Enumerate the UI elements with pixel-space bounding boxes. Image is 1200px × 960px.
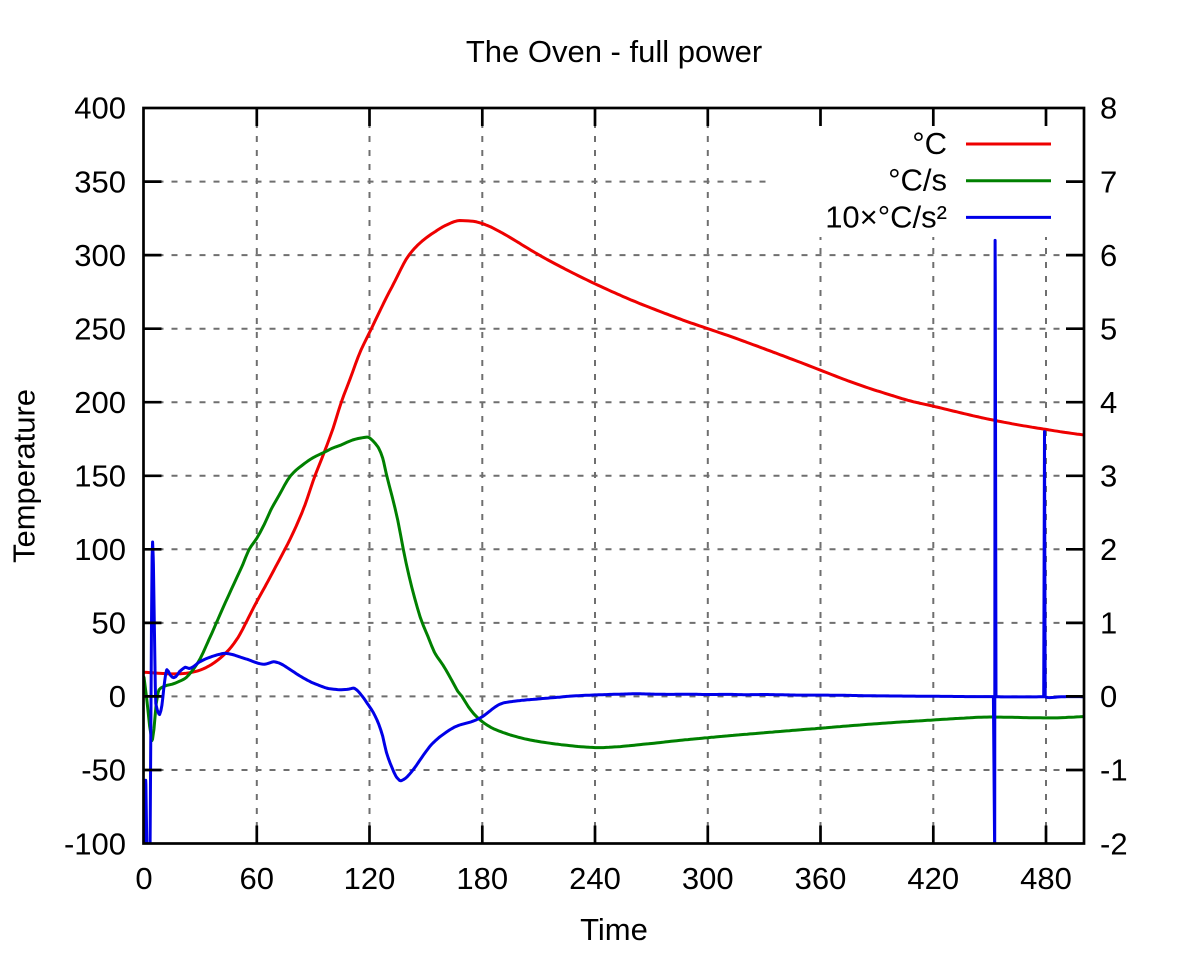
svg-text:-2: -2 [1100, 826, 1128, 861]
svg-text:-1: -1 [1100, 753, 1128, 788]
svg-text:120: 120 [344, 861, 396, 896]
svg-text:50: 50 [92, 606, 126, 641]
svg-text:60: 60 [240, 861, 274, 896]
svg-text:1: 1 [1100, 606, 1117, 641]
svg-text:350: 350 [74, 164, 126, 199]
svg-text:-50: -50 [81, 753, 126, 788]
svg-text:2: 2 [1100, 532, 1117, 567]
svg-text:250: 250 [74, 311, 126, 346]
svg-text:400: 400 [74, 91, 126, 126]
svg-text:°C: °C [912, 126, 947, 161]
svg-text:300: 300 [74, 238, 126, 273]
svg-text:3: 3 [1100, 459, 1117, 494]
svg-text:150: 150 [74, 459, 126, 494]
svg-text:8: 8 [1100, 91, 1117, 126]
svg-text:300: 300 [682, 861, 734, 896]
svg-text:4: 4 [1100, 385, 1117, 420]
svg-text:The Oven - full power: The Oven - full power [466, 34, 762, 69]
svg-text:180: 180 [456, 861, 508, 896]
svg-text:Time: Time [580, 912, 648, 947]
svg-text:0: 0 [109, 679, 126, 714]
svg-text:7: 7 [1100, 164, 1117, 199]
svg-text:360: 360 [795, 861, 847, 896]
svg-text:6: 6 [1100, 238, 1117, 273]
svg-text:240: 240 [569, 861, 621, 896]
svg-text:-100: -100 [64, 826, 126, 861]
svg-text:100: 100 [74, 532, 126, 567]
svg-text:0: 0 [135, 861, 152, 896]
svg-text:480: 480 [1020, 861, 1072, 896]
svg-text:200: 200 [74, 385, 126, 420]
svg-text:0: 0 [1100, 679, 1117, 714]
svg-text:5: 5 [1100, 311, 1117, 346]
svg-text:°C/s: °C/s [888, 163, 947, 198]
svg-text:Temperature: Temperature [7, 389, 42, 563]
svg-text:10×°C/s²: 10×°C/s² [825, 199, 947, 234]
svg-text:420: 420 [907, 861, 959, 896]
